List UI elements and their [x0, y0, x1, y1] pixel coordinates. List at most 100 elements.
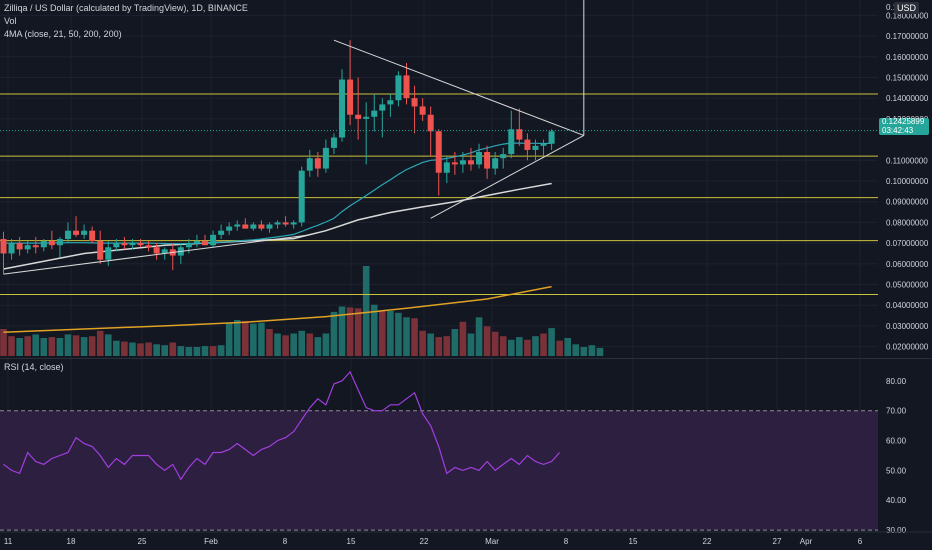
volume-bar: [499, 336, 507, 356]
candle-body: [40, 241, 47, 248]
candle-body: [476, 152, 483, 165]
date-axis-label: 6: [858, 537, 863, 546]
volume-bar: [290, 333, 297, 356]
volume-bar: [379, 310, 386, 356]
candle-body: [427, 114, 434, 132]
candle-body: [226, 226, 233, 231]
volume-bar: [8, 336, 15, 356]
support-trendline: [3, 234, 310, 275]
candle-body: [185, 243, 192, 248]
candle-body: [516, 129, 523, 140]
last-price-value: 0.12425899: [882, 117, 925, 126]
candle-body: [540, 143, 547, 146]
volume-bar: [282, 335, 289, 356]
axes: 0.18000000 0.17000000 0.16000000 0.15000000…: [0, 3, 932, 546]
candle-body: [129, 243, 136, 246]
candle-body: [411, 98, 418, 107]
candle-body: [218, 230, 225, 235]
volume-bar: [346, 307, 354, 356]
volume-bar: [435, 337, 443, 356]
volume-bar: [177, 346, 185, 356]
rsi-line: [3, 370, 561, 481]
price-axis-label: 0.15000000: [886, 73, 929, 82]
candle-body: [153, 247, 160, 254]
volume-bar: [129, 342, 136, 356]
volume-bar: [250, 323, 257, 356]
rsi-axis-label: 30.00: [886, 526, 907, 535]
volume-bar: [298, 330, 306, 356]
volume-bar: [596, 347, 604, 356]
candles: [0, 40, 555, 275]
volume-bar: [225, 322, 233, 356]
volume-bar: [88, 336, 96, 356]
volume-bar: [48, 337, 56, 356]
volume-bar: [507, 339, 515, 356]
date-axis-label: 25: [138, 537, 147, 546]
date-axis-label: 22: [420, 537, 429, 546]
candle-body: [363, 116, 370, 119]
rsi-label: RSI (14, close): [4, 362, 64, 372]
candle-body: [137, 243, 144, 246]
price-axis-label: 0.09000000: [886, 198, 929, 207]
volume-bar: [56, 338, 64, 356]
candle-body: [161, 249, 168, 254]
candle-body: [500, 154, 507, 159]
date-axis-label: Mar: [485, 537, 499, 546]
volume-bar: [137, 343, 144, 356]
volume-bar: [475, 317, 483, 356]
volume-label: Vol: [4, 16, 17, 26]
candle-body: [0, 238, 7, 254]
volume-bar: [572, 344, 580, 356]
volume-bar: [491, 331, 499, 356]
candle-body: [451, 162, 458, 165]
volume-bar: [185, 347, 193, 356]
price-axis-label: 0.05000000: [886, 281, 929, 290]
volume-bar: [483, 326, 491, 356]
currency-button[interactable]: USD: [894, 2, 920, 14]
volume-bar: [306, 333, 314, 356]
volume-bar: [516, 337, 523, 356]
volume-bar: [80, 337, 88, 356]
candle-body: [387, 100, 394, 105]
volume-bar: [0, 329, 7, 356]
volume-bar: [548, 328, 555, 356]
volume-bar: [427, 333, 434, 356]
triangle-upper-line: [333, 39, 584, 136]
candle-body: [395, 75, 402, 101]
volume-bar: [64, 334, 72, 356]
candle-body: [330, 137, 337, 148]
volume-bar: [274, 333, 281, 356]
volume-bar: [104, 334, 112, 356]
date-axis-label: 8: [564, 537, 569, 546]
candle-body: [282, 222, 289, 225]
candle-body: [484, 152, 491, 169]
volume-bar: [459, 321, 467, 356]
price-axis-label: 0.08000000: [886, 218, 929, 227]
volume-bar: [40, 338, 48, 356]
rsi-axis-label: 80.00: [886, 377, 907, 386]
candle-body: [443, 162, 450, 173]
volume-bar: [540, 333, 547, 356]
volume-bar: [322, 333, 330, 356]
volume-bar: [451, 329, 459, 356]
volume-bar: [354, 308, 362, 356]
volume-bar: [217, 345, 225, 356]
volume-bar: [266, 329, 273, 356]
volume-bar: [242, 320, 249, 356]
volume-bar: [338, 306, 346, 356]
price-axis-label: 0.14000000: [886, 94, 929, 103]
candle-body: [250, 224, 257, 229]
candle-body: [419, 106, 426, 115]
candle-body: [274, 222, 281, 225]
symbol-title: Zilliqa / US Dollar (calculated by Tradi…: [4, 3, 248, 13]
date-axis-label: 15: [629, 537, 638, 546]
rsi-axis-label: 60.00: [886, 437, 907, 446]
price-axis-label: 0.1: [886, 3, 898, 12]
price-axis-label: 0.16000000: [886, 53, 929, 62]
candle-body: [314, 158, 321, 169]
candle-body: [403, 75, 410, 99]
candle-body: [121, 243, 128, 246]
volume-bar: [556, 340, 563, 356]
ma200-line: [3, 285, 552, 333]
